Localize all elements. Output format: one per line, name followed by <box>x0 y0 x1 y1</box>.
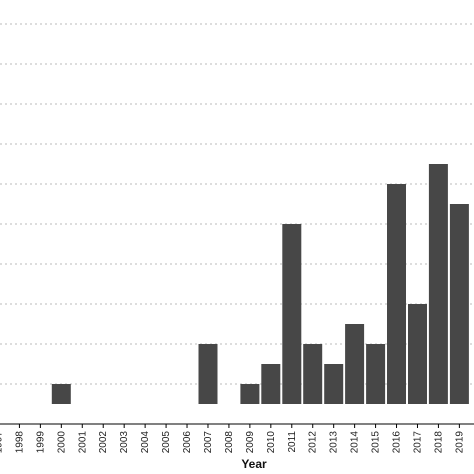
x-tick-label-2001: 2001 <box>77 431 88 454</box>
x-tick-label-2003: 2003 <box>119 431 130 454</box>
bar-2013 <box>324 364 344 404</box>
x-tick-label-2015: 2015 <box>371 431 382 454</box>
bar-2016 <box>387 184 406 404</box>
x-tick-label-1997: 1997 <box>0 431 4 454</box>
bar-2018 <box>428 164 448 404</box>
x-tick-label-2017: 2017 <box>412 431 423 454</box>
x-tick-label-2013: 2013 <box>329 431 340 454</box>
x-tick-label-1999: 1999 <box>35 431 46 454</box>
x-tick-label-2006: 2006 <box>182 431 193 454</box>
x-tick-label-2012: 2012 <box>308 431 319 454</box>
x-tick-label-2007: 2007 <box>203 431 214 454</box>
bar-2012 <box>303 344 323 404</box>
x-tick-label-1998: 1998 <box>14 431 25 454</box>
bar-2014 <box>345 324 365 404</box>
x-tick-label-2016: 2016 <box>392 431 403 454</box>
x-tick-label-2005: 2005 <box>161 431 172 454</box>
x-tick-label-2004: 2004 <box>140 431 151 454</box>
x-axis-title: Year <box>241 457 267 471</box>
x-tick-label-2002: 2002 <box>98 431 109 454</box>
bar-2015 <box>366 344 386 404</box>
x-tick-label-2010: 2010 <box>266 431 277 454</box>
x-tick-label-2009: 2009 <box>245 431 256 454</box>
x-tick-label-2018: 2018 <box>433 431 444 454</box>
x-tick-label-2000: 2000 <box>56 431 67 454</box>
bars <box>51 164 469 404</box>
bar-2017 <box>408 304 427 404</box>
bar-2009 <box>240 384 260 404</box>
bar-2000 <box>51 384 71 404</box>
bar-2011 <box>282 224 302 404</box>
x-tick-label-2008: 2008 <box>224 431 235 454</box>
bar-2010 <box>261 364 281 404</box>
bar-2007 <box>198 344 218 404</box>
x-axis-ticks: 1997 1998 1999 2000 2001 2002 2003 2004 2005 2006… <box>0 424 465 453</box>
x-tick-label-2019: 2019 <box>454 431 465 454</box>
bar-2019 <box>449 204 469 404</box>
x-tick-label-2011: 2011 <box>287 431 298 453</box>
x-tick-label-2014: 2014 <box>350 431 361 454</box>
